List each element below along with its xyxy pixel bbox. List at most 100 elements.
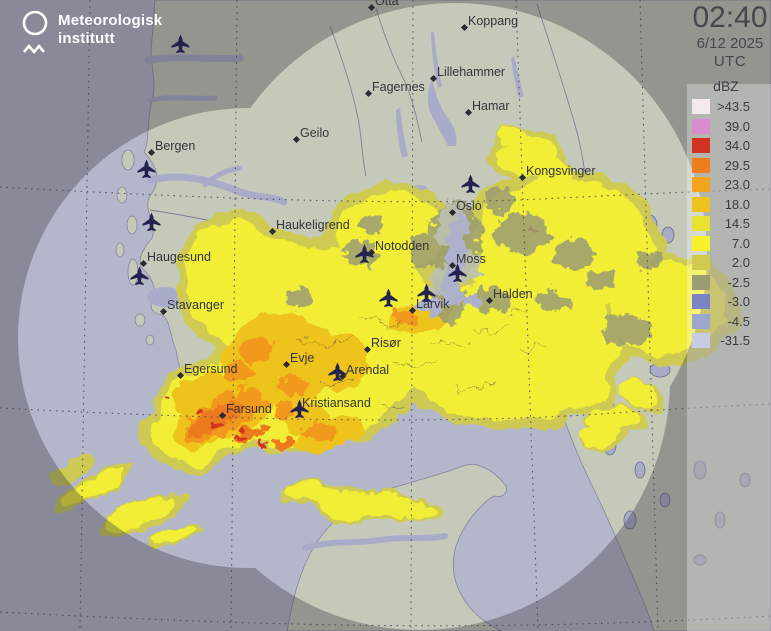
- legend-strip: [687, 84, 771, 631]
- city-label: Moss: [456, 252, 486, 266]
- city-label: Geilo: [300, 126, 330, 140]
- precip-orange-deep: [188, 402, 295, 450]
- city-label: Lillehammer: [437, 65, 506, 79]
- legend-value: 14.5: [724, 216, 750, 232]
- contours: [294, 310, 545, 407]
- legend-swatch: [692, 196, 710, 212]
- legend-row: 29.5: [692, 156, 750, 176]
- legend-row: 14.5: [692, 214, 750, 234]
- legend-swatch: [692, 99, 710, 115]
- legend-value: 39.0: [724, 118, 750, 134]
- legend-unit: dBZ: [713, 78, 739, 94]
- city-marker: [429, 74, 438, 83]
- airplane-icon: [417, 283, 435, 302]
- legend-swatch: [692, 118, 710, 134]
- brand-line1: Meteorologisk: [58, 12, 163, 29]
- city-label: Otta: [375, 0, 399, 8]
- legend-value: -3.0: [727, 294, 750, 310]
- legend-row: -3.0: [692, 292, 750, 312]
- airplane-icon: [171, 34, 189, 53]
- airplane-icon: [130, 266, 148, 285]
- legend-row: -31.5: [692, 331, 750, 351]
- city-label: Evje: [290, 351, 315, 365]
- city-marker: [218, 411, 227, 420]
- city-marker: [460, 23, 469, 32]
- legend-row: 7.0: [692, 234, 750, 254]
- airplane-icon: [290, 399, 308, 418]
- city-marker: [292, 135, 301, 144]
- city-label: Fagernes: [372, 80, 425, 94]
- legend-value: -2.5: [727, 274, 750, 290]
- city-marker: [408, 306, 417, 315]
- legend-value: 7.0: [731, 235, 750, 251]
- legend-swatch: [692, 333, 710, 349]
- legend-row: 18.0: [692, 195, 750, 215]
- legend-swatch: [692, 274, 710, 290]
- city-label: Farsund: [226, 402, 272, 416]
- legend-value: -4.5: [727, 313, 750, 329]
- legend-row: 39.0: [692, 117, 750, 137]
- fjords: [144, 54, 288, 206]
- dbz-legend: dBZ >43.5 39.0 34.0 29.5 23.0 18.0 14.5 7.0 2.0 -…: [692, 78, 750, 351]
- city-label: Bergen: [155, 139, 196, 153]
- landmass: [115, 0, 771, 631]
- legend-swatch: [692, 157, 710, 173]
- legend-row: 2.0: [692, 253, 750, 273]
- legend-value: >43.5: [717, 99, 750, 115]
- city-marker: [363, 345, 372, 354]
- met-logo-icon: [22, 10, 48, 55]
- city-label: Notodden: [375, 239, 430, 253]
- city-label: Stavanger: [167, 298, 224, 312]
- legend-value: -31.5: [720, 333, 750, 349]
- legend-value: 34.0: [724, 138, 750, 154]
- legend-items: >43.5 39.0 34.0 29.5 23.0 18.0 14.5 7.0 2.0 -2.5 -…: [692, 97, 750, 351]
- legend-value: 23.0: [724, 177, 750, 193]
- city-marker: [367, 3, 376, 12]
- legend-value: 2.0: [731, 255, 750, 271]
- city-marker: [464, 108, 473, 117]
- city-marker: [282, 360, 291, 369]
- airplane-icon: [355, 244, 373, 263]
- legend-swatch: [692, 294, 710, 310]
- city-marker: [159, 307, 168, 316]
- airplane-icon: [461, 174, 479, 193]
- airplane-icon: [448, 263, 466, 282]
- timestamp-block: 02:40 6/12 2025 UTC: [692, 1, 768, 71]
- legend-swatch: [692, 138, 710, 154]
- legend-swatch: [692, 216, 710, 232]
- city-label: Haugesund: [147, 250, 211, 264]
- airplane-icon: [137, 159, 155, 178]
- legend-value: 29.5: [724, 157, 750, 173]
- legend-value: 18.0: [724, 196, 750, 212]
- time-label: 02:40: [692, 1, 768, 34]
- city-label: Halden: [493, 287, 533, 301]
- legend-swatch: [692, 255, 710, 271]
- legend-row: 34.0: [692, 136, 750, 156]
- city-marker: [176, 371, 185, 380]
- timezone-label: UTC: [713, 53, 747, 70]
- legend-row: 23.0: [692, 175, 750, 195]
- brand-line2: institutt: [58, 30, 115, 47]
- city-label: Egersund: [184, 362, 238, 376]
- legend-swatch: [692, 235, 710, 251]
- city-marker: [147, 148, 156, 157]
- city-label: Kristiansand: [302, 396, 371, 410]
- city-label: Hamar: [472, 99, 510, 113]
- city-label: Risør: [371, 336, 401, 350]
- limfjord: [302, 533, 448, 551]
- city-marker: [518, 173, 527, 182]
- legend-row: -4.5: [692, 312, 750, 332]
- airplane-icon: [379, 288, 397, 307]
- date-label: 6/12 2025: [696, 35, 764, 52]
- legend-row: -2.5: [692, 273, 750, 293]
- airplane-icon: [142, 212, 160, 231]
- city-label: Haukeligrend: [276, 218, 350, 232]
- city-label: Kongsvinger: [526, 164, 596, 178]
- city-marker: [268, 227, 277, 236]
- legend-swatch: [692, 177, 710, 193]
- legend-swatch: [692, 313, 710, 329]
